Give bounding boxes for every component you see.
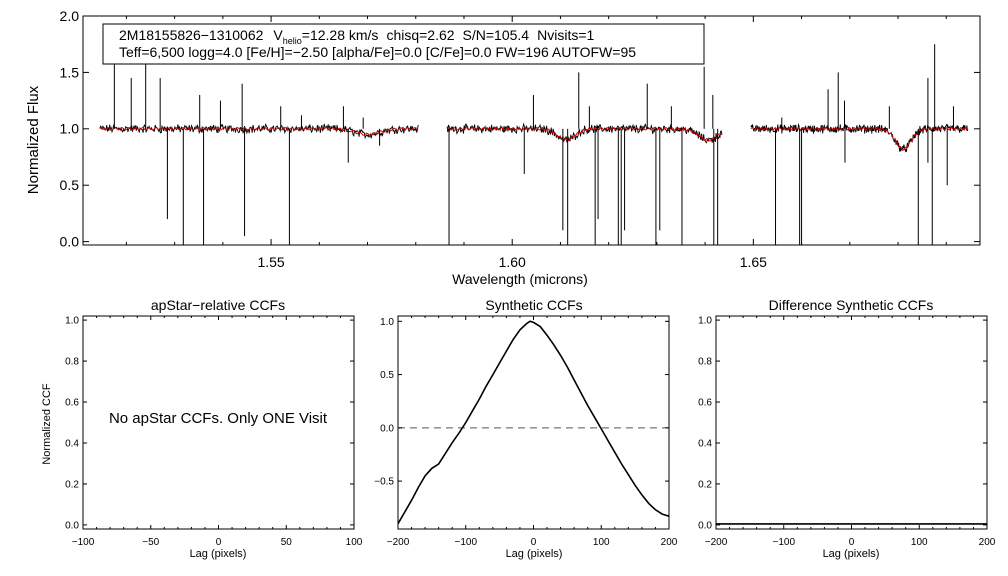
p1-ytick-label: 1.0 xyxy=(65,316,79,327)
p3-ytick-label: 0.0 xyxy=(698,520,712,531)
info-line-1: 2M18155826−1310062 Vhelio=12.28 km/s chisq… xyxy=(119,27,595,46)
p1-ytick-label: 0.2 xyxy=(65,479,79,490)
apstar-ccf-x-axis-label: Lag (pixels) xyxy=(190,548,247,560)
apstar-ccf-y-axis-label: Normalized CCF xyxy=(41,383,53,465)
spectrum-x-axis-label: Wavelength (microns) xyxy=(452,271,588,287)
p3-ytick-label: 0.4 xyxy=(698,438,712,449)
nvisits-value: Nvisits=1 xyxy=(537,27,594,43)
p2-xtick-label: 100 xyxy=(593,537,610,548)
spectrum-model-line xyxy=(446,127,723,142)
synthetic-ccf-data xyxy=(397,320,670,525)
vhelio-symbol: V xyxy=(273,27,283,43)
p3-xtick-label: 100 xyxy=(911,537,928,548)
p2-xtick-label: −200 xyxy=(387,537,410,548)
p2-ytick-label: 0.5 xyxy=(380,370,394,381)
spectrum-observed-line xyxy=(99,122,419,140)
p0-ytick-label: 0.0 xyxy=(60,234,80,250)
synthetic-ccf-line xyxy=(397,320,670,525)
synthetic-ccf-plot-frame xyxy=(397,315,670,530)
spectrum-y-axis-label: Normalized Flux xyxy=(25,85,42,194)
spectrum-panel: 1.55 1.60 1.65 0.0 0.5 1.0 1.5 2.0 Normalized F… xyxy=(25,8,981,287)
p2-ytick-label: 0.0 xyxy=(380,423,394,434)
p0-ytick-label: 2.0 xyxy=(60,8,80,24)
apstar-ccf-title: apStar−relative CCFs xyxy=(151,297,285,313)
p0-ytick-label: 1.0 xyxy=(60,121,80,137)
p0-xtick-label: 1.65 xyxy=(740,254,767,270)
spectrum-info-box: 2M18155826−1310062 Vhelio=12.28 km/s chisq… xyxy=(102,23,705,65)
p1-xtick-label: −50 xyxy=(142,537,159,548)
p3-xtick-label: 200 xyxy=(979,537,996,548)
p3-xtick-label: 0 xyxy=(849,537,855,548)
synthetic-ccf-title: Synthetic CCFs xyxy=(485,297,582,313)
p0-ytick-label: 1.5 xyxy=(60,64,80,80)
synthetic-ccf-panel: Synthetic CCFs −200 −100 0 100 200 −0.5 0.0 0.5… xyxy=(374,297,678,560)
chisq-value: chisq=2.62 xyxy=(386,27,454,43)
p3-ytick-label: 0.2 xyxy=(698,479,712,490)
p2-ytick-label: 1.0 xyxy=(380,317,394,328)
p0-ytick-label: 0.5 xyxy=(60,177,80,193)
p1-xtick-label: −100 xyxy=(72,537,95,548)
p2-xtick-label: −100 xyxy=(454,537,477,548)
difference-ccf-panel: Difference Synthetic CCFs −200 −100 0 100 20… xyxy=(698,297,996,560)
synthetic-ccf-x-axis-label: Lag (pixels) xyxy=(506,548,563,560)
p1-xtick-label: 100 xyxy=(346,537,363,548)
p2-xtick-label: 0 xyxy=(531,537,537,548)
vhelio-subscript: helio xyxy=(283,36,302,46)
p0-xtick-label: 1.55 xyxy=(257,254,284,270)
spectrum-data xyxy=(99,38,969,245)
p3-xtick-label: −200 xyxy=(705,537,728,548)
p1-ytick-label: 0.6 xyxy=(65,398,79,409)
p1-ytick-label: 0.0 xyxy=(65,520,79,531)
p3-ytick-label: 0.6 xyxy=(698,398,712,409)
apstar-ccf-message: No apStar CCFs. Only ONE Visit xyxy=(109,410,328,427)
stellar-parameters: Teff=6,500 logg=4.0 [Fe/H]=−2.50 [alpha/… xyxy=(119,44,636,60)
spectrum-model-line xyxy=(750,127,968,151)
difference-ccf-axis-ticks: −200 −100 0 100 200 0.0 0.2 0.4 0.6 0.8 1.0 xyxy=(698,316,996,548)
spectrum-observed-line xyxy=(446,122,723,144)
p2-xtick-label: 200 xyxy=(661,537,678,548)
apstar-ccf-panel: apStar−relative CCFs −100 −50 0 50 100 0.0 0.2… xyxy=(41,297,363,560)
p3-ytick-label: 0.8 xyxy=(698,357,712,368)
spectrum-axis-ticks: 1.55 1.60 1.65 0.0 0.5 1.0 1.5 2.0 xyxy=(60,8,980,270)
difference-ccf-plot-frame xyxy=(715,315,988,530)
spectrum-plot-frame xyxy=(82,15,981,246)
p1-xtick-label: 50 xyxy=(281,537,293,548)
difference-ccf-x-axis-label: Lag (pixels) xyxy=(823,548,880,560)
p2-ytick-label: −0.5 xyxy=(374,477,394,488)
star-id: 2M18155826−1310062 xyxy=(119,27,264,43)
apstar-ccf-axis-ticks: −100 −50 0 50 100 0.0 0.2 0.4 0.6 0.8 1.0 xyxy=(65,316,363,548)
p3-ytick-label: 1.0 xyxy=(698,316,712,327)
difference-ccf-title: Difference Synthetic CCFs xyxy=(769,297,934,313)
info-box-frame xyxy=(102,23,705,65)
snr-value: S/N=105.4 xyxy=(463,27,530,43)
p1-ytick-label: 0.8 xyxy=(65,357,79,368)
p1-ytick-label: 0.4 xyxy=(65,438,79,449)
spectrum-model-line xyxy=(99,127,419,136)
p0-xtick-label: 1.60 xyxy=(499,254,526,270)
synthetic-ccf-axis-ticks: −200 −100 0 100 200 −0.5 0.0 0.5 1.0 xyxy=(374,316,678,548)
p3-xtick-label: −100 xyxy=(772,537,795,548)
vhelio-value: =12.28 km/s xyxy=(302,27,379,43)
p1-xtick-label: 0 xyxy=(216,537,222,548)
